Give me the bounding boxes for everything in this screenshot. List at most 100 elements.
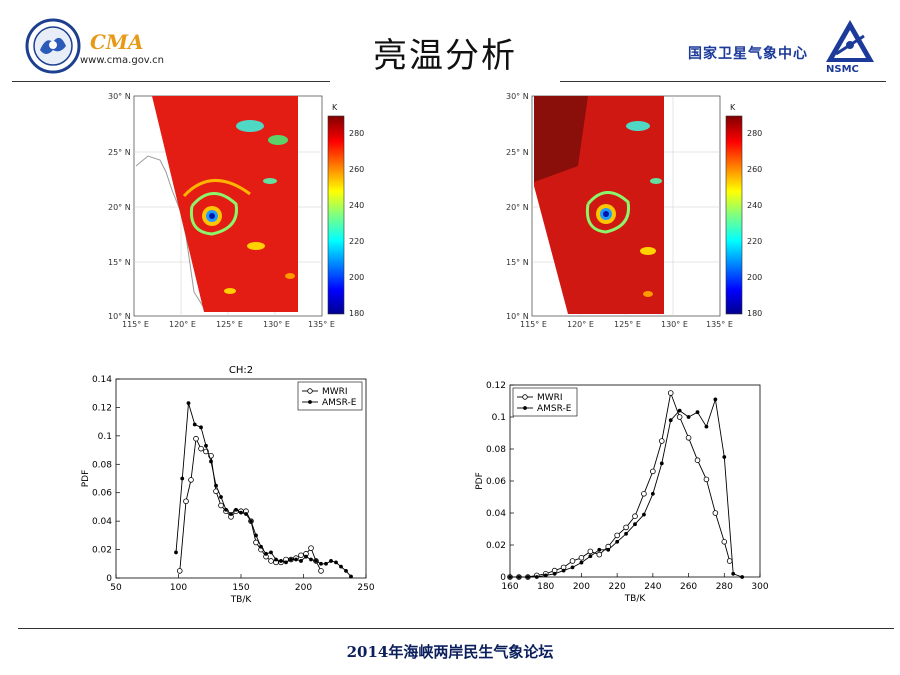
- data-point-amsr-e: [642, 512, 646, 517]
- lat-tick: 20° N: [108, 203, 131, 212]
- colorbar-tick: 260: [747, 165, 762, 174]
- colorbar-tick: 280: [747, 129, 762, 138]
- lat-tick: 30° N: [108, 92, 131, 101]
- data-point-mwri: [578, 555, 585, 561]
- data-point-amsr-e: [677, 408, 682, 413]
- data-point-mwri: [587, 548, 594, 555]
- y-tick-label: 0.06: [486, 477, 506, 487]
- data-point-mwri: [658, 438, 665, 444]
- colorbar-tick: 180: [747, 309, 762, 318]
- lon-tick: 130° E: [263, 320, 290, 329]
- data-point-amsr-e: [561, 568, 566, 573]
- legend-marker: [307, 388, 313, 394]
- data-point-amsr-e: [309, 557, 313, 562]
- data-point-mwri: [183, 498, 189, 505]
- data-point-mwri: [685, 435, 692, 441]
- data-point-mwri: [721, 539, 728, 545]
- y-tick-label: 0.12: [92, 403, 112, 413]
- data-point-amsr-e: [633, 522, 637, 527]
- data-point-amsr-e: [579, 560, 584, 565]
- lon-tick: 130° E: [661, 320, 688, 329]
- data-point-mwri: [176, 568, 183, 574]
- lat-tick: 10° N: [506, 312, 529, 321]
- colorbar: [327, 115, 345, 315]
- data-point-amsr-e: [704, 424, 709, 429]
- data-point-mwri: [308, 545, 314, 551]
- data-point-amsr-e: [234, 507, 238, 512]
- data-point-amsr-e: [314, 559, 318, 563]
- data-point-amsr-e: [264, 551, 268, 556]
- x-tick-label: 200: [573, 582, 590, 592]
- data-point-amsr-e: [344, 568, 348, 573]
- data-point-amsr-e: [244, 512, 248, 516]
- chart-title: CH:2: [229, 365, 253, 376]
- data-point-mwri: [726, 558, 733, 564]
- satellite-swath: [152, 96, 298, 312]
- colorbar: [725, 115, 743, 315]
- colorbar-unit: K: [730, 103, 736, 112]
- y-tick-label: 0.02: [486, 541, 506, 551]
- data-point-amsr-e: [186, 401, 191, 406]
- lat-tick: 10° N: [108, 312, 131, 321]
- legend-marker: [522, 394, 528, 400]
- colorbar-tick: 200: [349, 273, 364, 282]
- legend-box: [297, 381, 363, 411]
- data-point-amsr-e: [224, 507, 228, 512]
- legend-label: MWRI: [537, 393, 563, 403]
- x-tick-label: 180: [537, 582, 554, 592]
- legend-label: AMSR-E: [537, 404, 572, 414]
- lat-tick: 30° N: [506, 92, 529, 101]
- x-tick-label: 200: [295, 583, 312, 593]
- brightness-temp-map-right: K 280 260 240 220 200 180 30° N 25° N 20…: [506, 92, 762, 329]
- data-point-amsr-e: [713, 397, 718, 402]
- data-point-mwri: [253, 539, 259, 546]
- x-tick-label: 100: [170, 583, 187, 593]
- lon-tick: 115° E: [122, 320, 149, 329]
- plot-area: [115, 378, 367, 579]
- colorbar-tick: 280: [349, 129, 364, 138]
- x-tick-label: 280: [716, 582, 733, 592]
- data-point-amsr-e: [219, 495, 223, 499]
- header-divider-left: [12, 81, 330, 82]
- data-point-mwri: [198, 445, 204, 452]
- data-point-amsr-e: [192, 422, 197, 427]
- data-point-amsr-e: [324, 561, 328, 566]
- x-tick-label: 240: [644, 582, 661, 592]
- data-point-amsr-e: [299, 559, 303, 563]
- nsmc-chinese-name: 国家卫星气象中心: [688, 46, 808, 62]
- data-point-amsr-e: [199, 425, 203, 430]
- y-tick-label: 0.1: [492, 413, 506, 423]
- cma-url: www.cma.gov.cn: [80, 55, 164, 66]
- pdf-chart-right: 160 180 200 220 240 260 280 300 0 0.02 0.04 0.06 0.0…: [475, 381, 769, 604]
- x-tick-label: 260: [680, 582, 697, 592]
- legend-box: [512, 387, 578, 417]
- legend-marker: [523, 406, 527, 410]
- data-point-amsr-e: [686, 415, 691, 419]
- x-tick-label: 220: [609, 582, 626, 592]
- data-point-amsr-e: [534, 575, 539, 579]
- data-point-amsr-e: [508, 575, 512, 579]
- y-axis-label: PDF: [81, 470, 91, 488]
- colorbar-unit: K: [332, 103, 338, 112]
- y-axis-label: PDF: [475, 472, 485, 490]
- data-point-mwri: [614, 532, 620, 539]
- page-title: 亮温分析: [373, 36, 517, 76]
- cma-logo: [24, 18, 82, 74]
- lon-tick: 120° E: [169, 320, 196, 329]
- data-point-mwri: [569, 558, 576, 564]
- data-point-mwri: [641, 491, 647, 497]
- y-tick-label: 0.1: [98, 432, 112, 442]
- colorbar-tick: 180: [349, 309, 364, 318]
- data-point-amsr-e: [525, 575, 530, 579]
- lon-tick: 135° E: [706, 320, 733, 329]
- data-point-amsr-e: [570, 565, 575, 570]
- data-point-amsr-e: [254, 533, 258, 538]
- data-point-amsr-e: [588, 554, 593, 559]
- data-point-amsr-e: [274, 557, 278, 562]
- y-tick-label: 0.04: [92, 517, 112, 527]
- lat-tick: 25° N: [506, 148, 529, 157]
- data-point-amsr-e: [249, 519, 253, 524]
- data-point-amsr-e: [214, 483, 218, 488]
- cloud-features: [182, 120, 295, 294]
- footer-forum-title: 2014年海峡两岸民生气象论坛: [346, 643, 554, 661]
